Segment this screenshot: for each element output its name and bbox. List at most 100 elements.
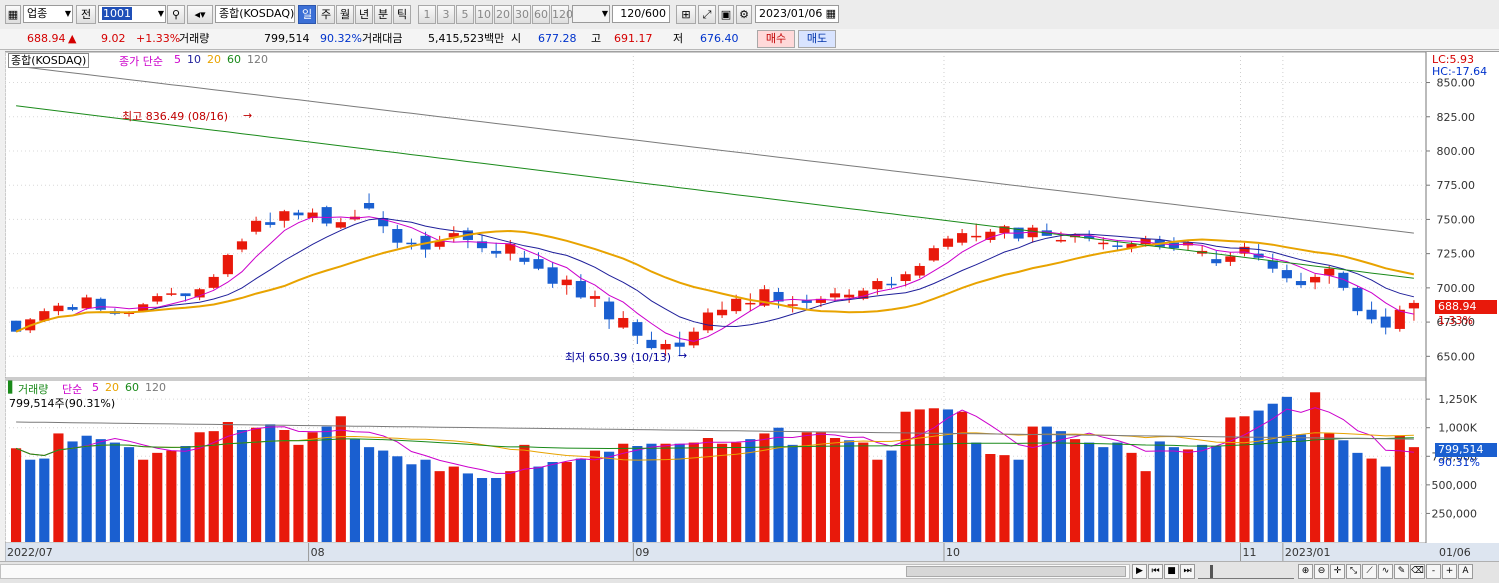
chart-area[interactable]: 850.00 825.00 800.00 775.00 750.00 725.00 700.… [4,51,1499,562]
volume-bar [180,446,191,542]
text-larger-icon[interactable]: + [1442,564,1457,579]
volume-bar [547,462,558,542]
current-volume-tag: 799,514 [1435,443,1497,457]
crosshair-icon[interactable]: ✛ [1330,564,1345,579]
candle [1253,253,1264,258]
scrollbar-thumb[interactable] [906,566,1126,577]
text-tool-icon[interactable]: A [1458,564,1473,579]
volume-ma-period-60: 60 [125,381,139,394]
volume-bar [829,438,841,542]
erase-icon[interactable]: ⌫ [1410,564,1425,579]
first-icon[interactable]: ⏮ [1148,564,1163,579]
prev-button[interactable]: 전 [76,5,96,24]
volume-bar [1352,452,1363,542]
palette-icon[interactable]: ✎ [1394,564,1409,579]
price-ma-title: 종가 단순 [119,55,163,68]
volume-bar [914,409,925,542]
zoom-in-icon[interactable]: ⊕ [1298,564,1313,579]
candle [1352,287,1363,312]
candle [476,241,488,249]
chevron-down-icon: ▼ [64,9,71,18]
volume-bar [505,471,516,542]
volume-ratio-value: 90.32% [320,32,362,45]
period-tab-5[interactable]: 틱 [393,5,411,24]
buy-button[interactable]: 매수 [757,30,795,48]
volume-bar [166,450,177,542]
market-dropdown[interactable]: 업종 ▼ [23,5,73,23]
interval-button-3[interactable]: 3 [437,5,455,24]
candle [406,242,417,245]
volume-ma120-line [16,421,1414,440]
volume-bar [1041,426,1052,542]
x-tick-label: 2023/01 [1285,546,1331,559]
volume-bar [858,442,869,542]
volume-bar [1253,410,1264,542]
volume-bar [1225,417,1236,542]
sell-button[interactable]: 매도 [798,30,836,48]
period-tab-4[interactable]: 분 [374,5,392,24]
volume-bar [1239,416,1250,542]
interval-button-20[interactable]: 20 [494,5,512,24]
interval-dropdown[interactable]: ▼ [572,5,610,23]
period-tab-3[interactable]: 년 [355,5,373,24]
stock-chart[interactable]: 850.00 825.00 800.00 775.00 750.00 725.00 700.… [4,51,1499,562]
layout-icon[interactable]: ▦ [5,5,21,24]
candle [914,265,925,276]
interval-button-120[interactable]: 120 [551,5,573,24]
volume-bar [1027,426,1038,542]
save-icon[interactable]: ▣ [718,5,734,24]
interval-button-5[interactable]: 5 [456,5,474,24]
volume-bar [716,443,728,542]
date-field[interactable]: 2023/01/06 ▦ [755,5,839,23]
volume-bar [745,439,756,542]
zoom-slider-handle[interactable] [1210,565,1213,578]
volume-bar [194,432,205,542]
period-tab-1[interactable]: 주 [317,5,335,24]
zoom-slider[interactable] [1198,565,1294,579]
interval-button-60[interactable]: 60 [532,5,550,24]
candle [434,241,445,247]
count-field[interactable]: 120/600 [612,5,670,23]
trend-icon[interactable]: ⤡ [1346,564,1361,579]
x-tick-label: 10 [946,546,960,559]
volume-bar [1140,471,1151,542]
low-note: 최저 650.39 (10/13) [565,351,672,364]
ma60-line [16,105,1414,279]
search-icon[interactable]: ⚲ [167,5,185,24]
high-note: 최고 836.49 (08/16) [122,110,229,123]
line-tool-icon[interactable]: ⟋ [1362,564,1377,579]
interval-button-30[interactable]: 30 [513,5,531,24]
volume-bar [152,452,163,542]
sound-icon[interactable]: ◂▾ [187,5,213,24]
draw-tool-icon[interactable]: ⤢ [698,5,716,24]
candle [815,298,826,303]
period-tab-2[interactable]: 월 [336,5,354,24]
interval-button-10[interactable]: 10 [475,5,493,24]
zoom-out-icon[interactable]: ⊖ [1314,564,1329,579]
code-input[interactable]: 1001 ▼ [98,5,166,23]
candle [829,293,841,298]
price-tick-label: 750.00 [1437,213,1476,226]
interval-button-1[interactable]: 1 [418,5,436,24]
code-value: 1001 [102,7,132,20]
candle [251,220,262,232]
period-tab-0[interactable]: 일 [298,5,316,24]
text-smaller-icon[interactable]: - [1426,564,1441,579]
chart-type-icon[interactable]: ⊞ [676,5,696,24]
candle [618,317,629,328]
volume-bar [123,447,135,542]
candle [448,233,459,238]
volume-bar [900,411,911,542]
horizontal-scrollbar[interactable] [0,564,1130,579]
stop-icon[interactable]: ■ [1164,564,1179,579]
last-icon[interactable]: ⏭ [1180,564,1195,579]
scroll-right-icon[interactable]: ▶ [1132,564,1147,579]
gear-icon[interactable]: ⚙ [736,5,752,24]
candle [67,307,78,310]
volume-bar [81,435,92,542]
volume-value-note: 799,514주(90.31%) [9,397,116,410]
volume-tick-label: 1,250K [1438,393,1477,406]
wave-icon[interactable]: ∿ [1378,564,1393,579]
volume-bar [674,443,685,542]
volume-bar [1069,439,1081,542]
